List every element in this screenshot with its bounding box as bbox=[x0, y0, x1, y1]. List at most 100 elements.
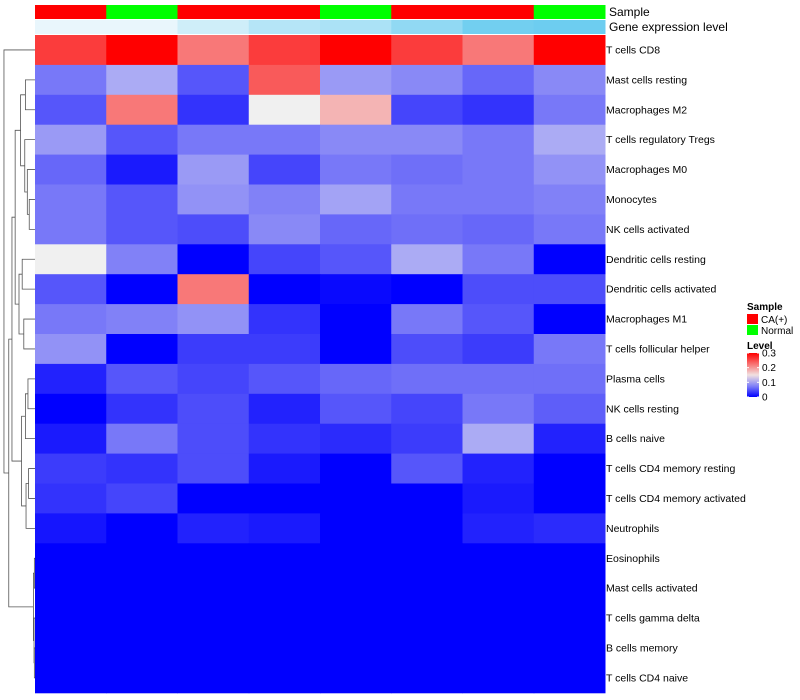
dendrogram-branch bbox=[25, 79, 35, 111]
gene-level-annotation-cell bbox=[106, 20, 178, 34]
heatmap-cell bbox=[462, 304, 535, 335]
sample-annotation-cell bbox=[533, 5, 606, 19]
heatmap-cell bbox=[462, 543, 535, 574]
heatmap-cell bbox=[462, 423, 535, 455]
sample-legend-label: Normal bbox=[761, 326, 793, 337]
heatmap-cell bbox=[248, 35, 321, 66]
heatmap-cell bbox=[106, 393, 178, 425]
heatmap-cell bbox=[533, 94, 606, 126]
heatmap-cell bbox=[177, 304, 250, 335]
heatmap-cell bbox=[533, 334, 606, 365]
heatmap-cell bbox=[462, 483, 535, 514]
dendrogram-branch bbox=[21, 258, 35, 290]
dendrogram-branch bbox=[25, 483, 35, 529]
heatmap-cell bbox=[391, 483, 463, 514]
heatmap-cell bbox=[106, 124, 178, 156]
sample-legend-swatch bbox=[747, 325, 758, 335]
heatmap-cell bbox=[533, 393, 606, 425]
heatmap-cell bbox=[391, 603, 463, 634]
heatmap-cell bbox=[248, 214, 321, 245]
heatmap-cell bbox=[533, 154, 606, 185]
heatmap-cell bbox=[248, 274, 321, 305]
heatmap-cell bbox=[533, 184, 606, 215]
heatmap-cell bbox=[35, 304, 107, 335]
heatmap-cell bbox=[248, 363, 321, 395]
heatmap-cell bbox=[391, 214, 463, 245]
heatmap-cell bbox=[391, 334, 463, 365]
heatmap-cell bbox=[248, 393, 321, 425]
heatmap-cell bbox=[106, 244, 178, 275]
heatmap-cell bbox=[391, 274, 463, 305]
heatmap-cell bbox=[533, 214, 606, 245]
dendrogram-branch bbox=[28, 468, 35, 499]
heatmap-cell bbox=[533, 274, 606, 305]
heatmap-cell bbox=[320, 483, 392, 514]
heatmap-cell bbox=[106, 35, 178, 66]
dendrogram-branch bbox=[27, 378, 35, 410]
heatmap-cell bbox=[320, 363, 392, 395]
heatmap-cell bbox=[320, 184, 392, 215]
heatmap-cell bbox=[248, 64, 321, 96]
heatmap-cell bbox=[248, 483, 321, 514]
heatmap-cell bbox=[533, 423, 606, 455]
heatmap-cell bbox=[35, 94, 107, 126]
dendrogram-branch bbox=[33, 647, 35, 679]
heatmap-cell bbox=[35, 513, 107, 544]
heatmap-cell bbox=[391, 64, 463, 96]
heatmap-cell bbox=[35, 633, 107, 664]
sample-annotation-cell bbox=[391, 5, 463, 19]
heatmap-cell bbox=[462, 573, 535, 604]
heatmap-cell bbox=[391, 304, 463, 335]
level-colorbar bbox=[747, 353, 759, 397]
row-label: T cells regulatory Tregs bbox=[606, 134, 715, 146]
heatmap-cell bbox=[248, 184, 321, 215]
heatmap-cell bbox=[391, 453, 463, 484]
heatmap-cell bbox=[106, 543, 178, 574]
heatmap-cell bbox=[106, 184, 178, 215]
heatmap-cell bbox=[462, 154, 535, 185]
row-label: NK cells activated bbox=[606, 224, 690, 236]
heatmap-cell bbox=[391, 94, 463, 126]
heatmap-cell bbox=[320, 94, 392, 126]
heatmap-cell bbox=[106, 363, 178, 395]
heatmap-cell bbox=[177, 274, 250, 305]
row-label: B cells naive bbox=[606, 433, 665, 445]
sample-annotation-label: Sample bbox=[609, 5, 650, 19]
heatmap-cell bbox=[106, 214, 178, 245]
heatmap-cell bbox=[248, 244, 321, 275]
heatmap-cell bbox=[35, 184, 107, 215]
heatmap-cell bbox=[35, 274, 107, 305]
heatmap-cell bbox=[177, 573, 250, 604]
heatmap-cell bbox=[106, 423, 178, 455]
heatmap-cell bbox=[462, 603, 535, 634]
row-label: Macrophages M0 bbox=[606, 164, 687, 176]
heatmap-cell bbox=[248, 662, 321, 694]
heatmap-cell bbox=[533, 633, 606, 664]
row-label: T cells CD4 naive bbox=[606, 672, 688, 684]
dendrogram-branch bbox=[24, 139, 35, 193]
heatmap-cell bbox=[391, 35, 463, 66]
heatmap-cell bbox=[35, 64, 107, 96]
heatmap-cell bbox=[462, 184, 535, 215]
heatmap-cell bbox=[533, 453, 606, 484]
heatmap-cell bbox=[35, 483, 107, 514]
heatmap-cell bbox=[320, 124, 392, 156]
heatmap-cell bbox=[35, 334, 107, 365]
heatmap-cell bbox=[462, 124, 535, 156]
heatmap-cell bbox=[391, 662, 463, 694]
heatmap-cell bbox=[177, 423, 250, 455]
heatmap-cell bbox=[462, 453, 535, 484]
heatmap-cell bbox=[320, 453, 392, 484]
heatmap-cell bbox=[320, 393, 392, 425]
heatmap-cell bbox=[35, 423, 107, 455]
heatmap-cell bbox=[533, 304, 606, 335]
gene-level-annotation-cell bbox=[533, 20, 606, 34]
heatmap-cell bbox=[177, 35, 250, 66]
heatmap-cell bbox=[391, 154, 463, 185]
heatmap-cell bbox=[177, 393, 250, 425]
heatmap-cell bbox=[35, 154, 107, 185]
heatmap-cell bbox=[533, 662, 606, 694]
heatmap-cell bbox=[248, 603, 321, 634]
heatmap-cell bbox=[533, 573, 606, 604]
heatmap-cell bbox=[533, 363, 606, 395]
